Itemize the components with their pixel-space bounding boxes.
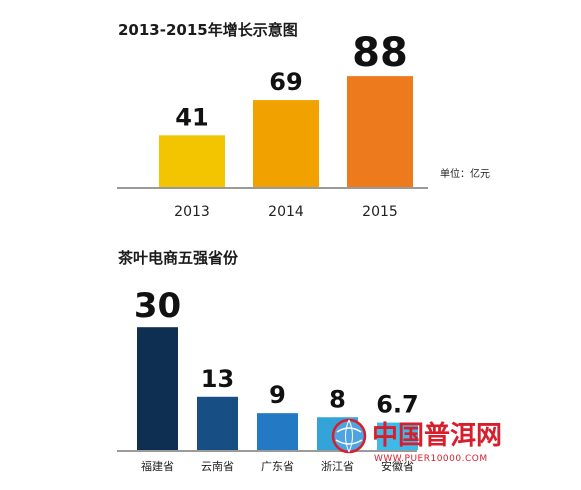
chart1-bar-0 <box>159 135 225 187</box>
chart2-value-label-3: 8 <box>329 385 346 413</box>
chart1-tick-label-2: 2015 <box>362 204 398 220</box>
chart1-unit-note: 单位：亿元 <box>440 167 490 180</box>
chart1-tick-label-1: 2014 <box>268 204 304 220</box>
chart2-tick-label-0: 福建省 <box>141 459 174 473</box>
watermark: 中国普洱网 WWW.PUER10000.COM <box>331 418 502 464</box>
chart2-tick-label-1: 云南省 <box>201 460 234 473</box>
chart2-bar-4 <box>377 422 418 450</box>
chart1-title: 2013-2015年增长示意图 <box>118 21 298 39</box>
chart2-bar-1 <box>197 396 238 450</box>
chart2-value-label-1: 13 <box>201 365 234 393</box>
globe-logo-icon <box>331 418 367 454</box>
chart2-title: 茶叶电商五强省份 <box>118 249 239 267</box>
chart2-bar-2 <box>257 413 298 450</box>
watermark-text: 中国普洱网 <box>372 420 502 451</box>
chart2-value-label-2: 9 <box>269 381 286 409</box>
chart2-tick-label-3: 浙江省 <box>321 460 354 473</box>
chart1-value-label-1: 69 <box>269 68 302 96</box>
chart2-bar-0 <box>137 327 178 450</box>
chart1-value-label-0: 41 <box>175 103 208 131</box>
chart1-bar-2 <box>347 76 413 187</box>
chart2-value-label-4: 6.7 <box>376 391 419 419</box>
chart1-tick-label-0: 2013 <box>174 204 210 220</box>
chart1-bar-1 <box>253 100 319 187</box>
chart1-value-label-2: 88 <box>352 30 408 76</box>
chart2-tick-label-4: 安徽省 <box>381 459 414 473</box>
watermark-url: WWW.PUER10000.COM <box>374 454 488 464</box>
chart2-tick-label-2: 广东省 <box>261 460 294 473</box>
chart2-value-label-0: 30 <box>134 286 181 326</box>
